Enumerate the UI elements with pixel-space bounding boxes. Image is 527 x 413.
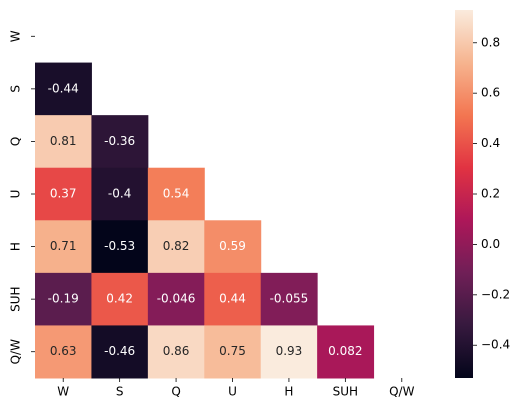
x-tick-label: S [116, 385, 124, 399]
heatmap-cell [317, 325, 375, 379]
cell-label: 0.93 [276, 344, 303, 358]
cell-label: -0.046 [157, 292, 196, 306]
cell-label: 0.44 [219, 292, 246, 306]
cell-label: 0.81 [50, 134, 77, 148]
heatmap-cell [91, 115, 149, 169]
y-tick-label: H [9, 242, 23, 251]
cell-label: -0.44 [48, 81, 79, 95]
heatmap-cell [147, 220, 205, 274]
colorbar-tick-label: 0.2 [481, 187, 500, 201]
y-tick-label: W [9, 30, 23, 42]
cell-label: 0.59 [219, 239, 246, 253]
cell-label: 0.82 [163, 239, 190, 253]
cell-label: 0.082 [328, 344, 362, 358]
heatmap-cell [91, 325, 149, 379]
heatmap-cell [204, 325, 262, 379]
x-tick-label: W [57, 385, 69, 399]
cell-label: 0.63 [50, 344, 77, 358]
colorbar-tick-label: 0.8 [481, 35, 500, 49]
x-tick-label: Q [171, 385, 180, 399]
y-tick-label: U [9, 190, 23, 199]
cell-label: 0.75 [219, 344, 246, 358]
cell-label: 0.86 [163, 344, 190, 358]
x-tick-label: U [228, 385, 237, 399]
cell-label: 0.54 [163, 187, 190, 201]
cell-label: 0.42 [106, 292, 133, 306]
colorbar [455, 10, 473, 378]
heatmap-cell [204, 220, 262, 274]
heatmap-cell [91, 220, 149, 274]
cell-label: -0.4 [108, 187, 131, 201]
cell-label: 0.71 [50, 239, 77, 253]
cell-label: -0.36 [104, 134, 135, 148]
y-tick-label: Q [9, 137, 23, 146]
cell-label: -0.055 [270, 292, 309, 306]
cell-label: 0.37 [50, 187, 77, 201]
heatmap-cell [260, 272, 318, 326]
y-tick-label: Q/W [9, 339, 23, 364]
x-tick-label: H [284, 385, 293, 399]
cell-label: -0.19 [48, 292, 79, 306]
heatmap-cell [35, 272, 92, 326]
heatmap-cell [35, 325, 92, 379]
colorbar-tick-label: 0.6 [481, 86, 500, 100]
heatmap-cell [35, 115, 92, 169]
x-tick-label: SUH [333, 385, 358, 399]
heatmap-cell [147, 272, 205, 326]
colorbar-tick-label: 0.4 [481, 136, 500, 150]
colorbar-tick-label: −0.4 [481, 338, 510, 352]
heatmap-cell [147, 325, 205, 379]
heatmap-cell [35, 62, 92, 116]
heatmap-cell [204, 272, 262, 326]
cell-label: -0.53 [104, 239, 135, 253]
heatmap-cell [91, 272, 149, 326]
x-tick-label: Q/W [389, 385, 414, 399]
cell-label: -0.46 [104, 344, 135, 358]
colorbar-tick-label: 0.0 [481, 237, 500, 251]
heatmap-cell [91, 167, 149, 221]
heatmap-cell [147, 167, 205, 221]
y-tick-label: SUH [9, 286, 23, 311]
heatmap-cell [35, 167, 92, 221]
y-tick-label: S [9, 85, 23, 93]
heatmap-cell [35, 220, 92, 274]
heatmap-cell [260, 325, 318, 379]
colorbar-tick-label: −0.2 [481, 287, 510, 301]
